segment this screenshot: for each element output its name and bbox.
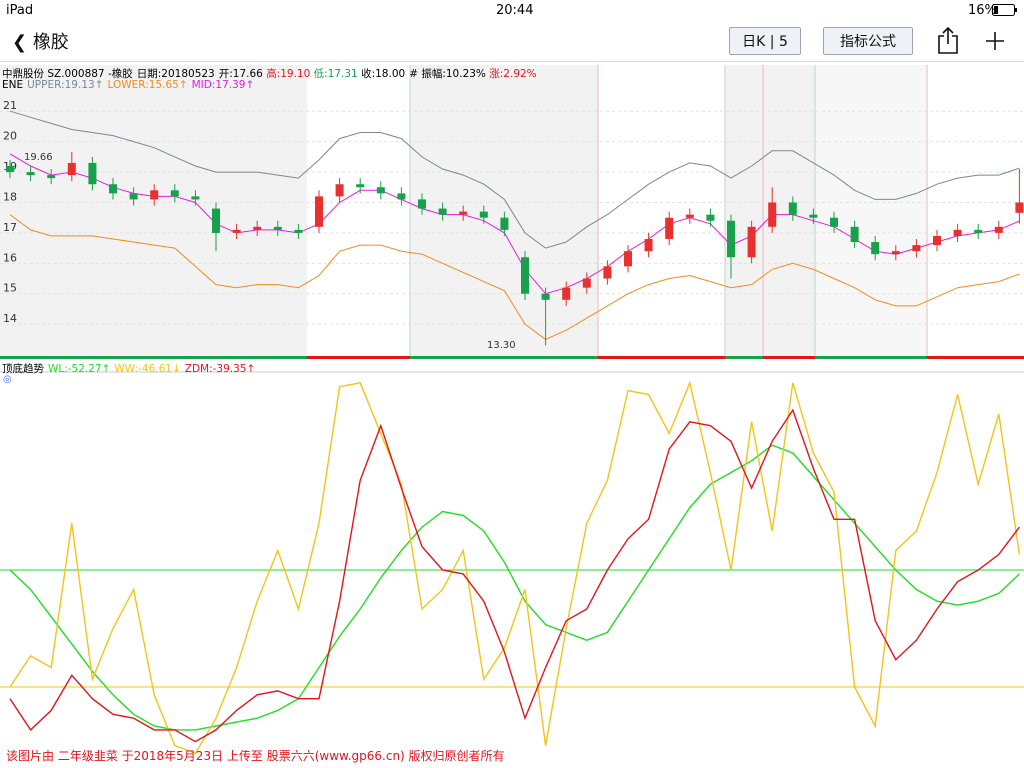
candle-body [562, 287, 571, 300]
status-bar: iPad 20:44 16% [0, 0, 1024, 20]
candle-body [809, 214, 818, 218]
candle-body [253, 226, 262, 230]
candle-body [521, 257, 529, 294]
legend-entry: MID:17.39↑ [191, 79, 255, 91]
battery-icon [992, 4, 1017, 16]
legend: 顶底趋势 WL:-52.27↑ WW:-46.61↓ ZDM:-39.35↑ [2, 361, 259, 376]
candle-body [315, 196, 323, 227]
candle-body [1015, 202, 1024, 213]
open: 开:17.66 [218, 68, 263, 80]
candle-body [665, 217, 674, 239]
device: iPad [6, 3, 34, 18]
back-label: 橡胶 [32, 32, 69, 53]
series-line [9, 408, 1020, 743]
y-tick-label: 14 [3, 312, 17, 325]
candle-body [541, 293, 550, 300]
candle-body [438, 208, 447, 215]
candle-body [356, 184, 365, 188]
legend: ENE UPPER:19.13↑ LOWER:15.65↑ MID:17.39↑ [2, 79, 258, 91]
legend-entry: ZDM:-39.35↑ [184, 363, 256, 375]
series-line [9, 214, 1020, 340]
candle-body [397, 193, 406, 200]
series-line [9, 380, 1021, 755]
info-line: 中鼎股份 SZ.000887 -橡胶 日期:20180523 开:17.66 高:1… [2, 66, 541, 81]
nav-bar: ❮ 橡胶 日K | 5 指标公式 [0, 20, 1024, 62]
candle-body [582, 278, 591, 288]
series-line [9, 110, 1020, 249]
period-button[interactable]: 日K | 5 [729, 27, 801, 55]
candle-body [685, 214, 694, 218]
annotation: 13.30 [487, 340, 516, 351]
add-button[interactable] [984, 30, 1006, 52]
time: 20:44 [496, 3, 534, 18]
candle-body [912, 245, 921, 252]
back-button[interactable]: ❮ 橡胶 [12, 32, 69, 53]
candle-body [88, 162, 97, 185]
candle-body [603, 266, 612, 279]
stock: 中鼎股份 SZ.000887 -橡胶 [2, 68, 133, 80]
candle-body [47, 175, 56, 179]
legend-entry: WW:-46.61↓ [114, 363, 181, 375]
high: 高:19.10 [266, 68, 311, 80]
candle-body [232, 229, 241, 233]
svg-text:◎: ◎ [3, 374, 12, 385]
candle-body [109, 184, 117, 194]
candle-body [150, 190, 159, 200]
candle-body [6, 165, 14, 173]
candle-body [830, 217, 838, 227]
candle-body [891, 251, 900, 255]
candle-body [294, 229, 303, 233]
legend-title: ENE [2, 79, 24, 91]
candle-body [994, 226, 1003, 233]
candle-body [129, 193, 138, 200]
candle-body [273, 226, 282, 230]
candle-body [459, 211, 468, 215]
background: ◎ [0, 65, 1024, 385]
candle-body [479, 211, 488, 218]
y-tick-label: 20 [3, 130, 17, 143]
candle-body [768, 202, 777, 227]
candle-body [706, 214, 715, 221]
candle-body [335, 184, 344, 197]
battery: 16% [968, 3, 997, 18]
y-tick-label: 17 [3, 221, 17, 234]
footer: 该图片由 二年级韭菜 于2018年5月23日 上传至 股票六六(www.gp66… [6, 748, 505, 763]
date: 日期:20180523 [136, 68, 215, 80]
legend-entry: UPPER:19.13↑ [27, 79, 104, 91]
candle-body [191, 196, 200, 200]
y-tick-label: 18 [3, 190, 17, 203]
legend-entry: LOWER:15.65↑ [107, 79, 188, 91]
share-button[interactable] [936, 26, 960, 54]
y-tick-label: 15 [3, 282, 17, 295]
candle-body [871, 242, 880, 255]
candle-body [212, 208, 220, 233]
candle-body [974, 229, 983, 233]
formula-button[interactable]: 指标公式 [823, 27, 913, 55]
candle-body [170, 190, 179, 197]
candle-body [67, 162, 76, 176]
candle-body [850, 226, 859, 243]
candle-body [727, 220, 735, 258]
candle-body [418, 199, 426, 209]
candle-body [644, 238, 653, 252]
candle-body [624, 251, 632, 267]
candle-body [26, 172, 35, 176]
change: 涨:2.92% [489, 68, 537, 80]
close: 收:18.00 [361, 68, 406, 80]
candle-body [747, 226, 756, 258]
candle-body [376, 187, 385, 194]
low: 低:17.31 [313, 68, 358, 80]
candle-body [500, 217, 509, 230]
annotation: 19.66 [24, 152, 53, 163]
candle-body [953, 229, 962, 236]
candle-body [933, 235, 941, 246]
amplitude: # 振幅:10.23% [409, 68, 486, 80]
y-tick-label: 16 [3, 251, 17, 264]
legend-entry: WL:-52.27↑ [48, 363, 111, 375]
candle-body [788, 202, 797, 215]
y-tick-label: 21 [3, 99, 17, 112]
legend-title: 顶底趋势 [2, 363, 44, 375]
